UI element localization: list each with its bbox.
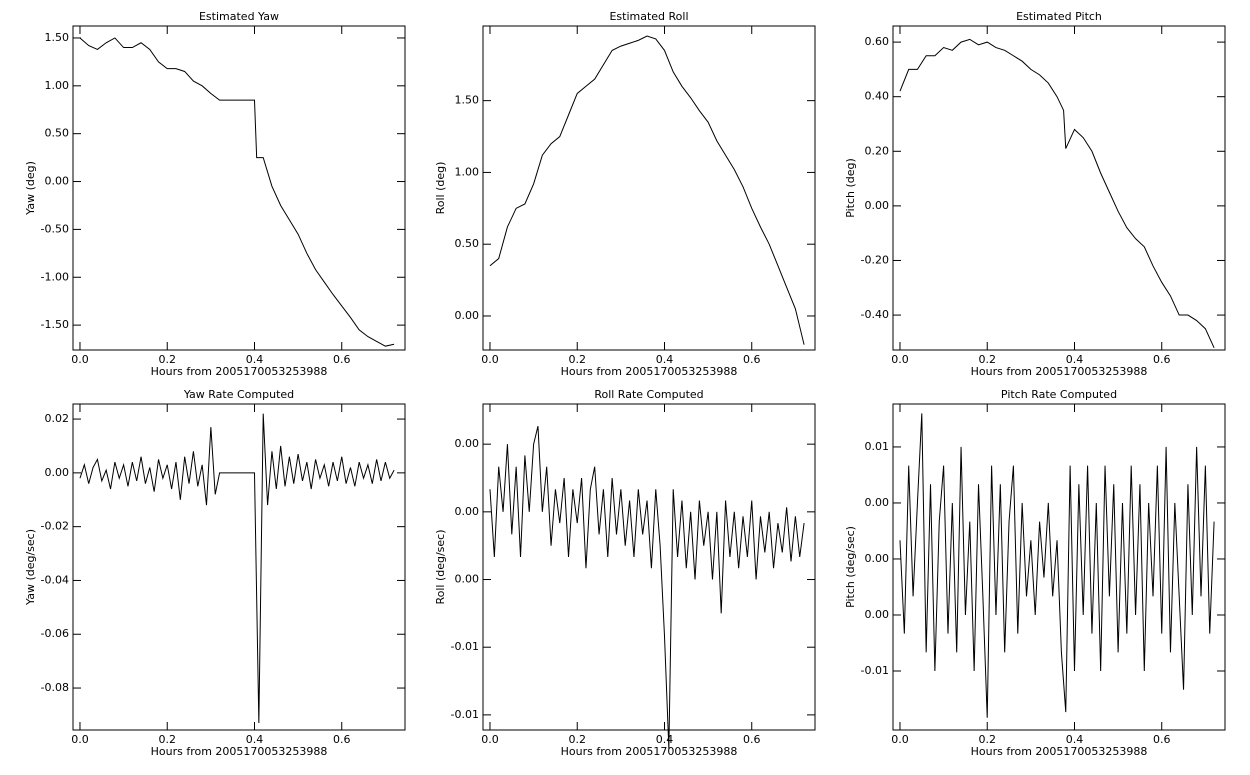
y-tick-label: 0.00 xyxy=(455,437,480,450)
y-tick-label: 0.40 xyxy=(865,90,890,103)
x-axis-label: Hours from 2005170053253988 xyxy=(151,365,328,378)
y-axis-label: Roll (deg) xyxy=(434,162,447,215)
y-tick-label: 0.00 xyxy=(455,573,480,586)
data-line xyxy=(489,35,805,345)
plot-frame xyxy=(892,25,1226,351)
y-tick-label: -1.50 xyxy=(41,318,69,331)
plot-frame xyxy=(482,403,816,731)
x-tick-label: 0.4 xyxy=(1066,353,1084,366)
x-tick-label: 0.6 xyxy=(333,353,351,366)
y-axis-label: Pitch (deg) xyxy=(844,158,857,218)
data-line xyxy=(489,425,805,749)
y-tick-label: 1.50 xyxy=(45,31,70,44)
y-tick-label: -0.01 xyxy=(861,664,889,677)
chart-title: Roll Rate Computed xyxy=(594,388,703,401)
data-line xyxy=(899,38,1215,349)
chart-title: Estimated Roll xyxy=(609,10,688,23)
y-tick-label: 0.00 xyxy=(455,309,480,322)
x-tick-label: 0.6 xyxy=(743,733,761,746)
plot-frame xyxy=(892,403,1226,731)
x-tick-label: 0.6 xyxy=(743,353,761,366)
y-axis-label: Pitch (deg/sec) xyxy=(844,526,857,608)
y-tick-label: -0.50 xyxy=(41,222,69,235)
x-axis-label: Hours from 2005170053253988 xyxy=(971,365,1148,378)
x-tick-label: 0.4 xyxy=(656,353,674,366)
x-axis-label: Hours from 2005170053253988 xyxy=(971,745,1148,758)
x-tick-label: 0.0 xyxy=(481,733,499,746)
y-tick-label: 0.00 xyxy=(45,466,70,479)
y-tick-label: 0.50 xyxy=(45,127,70,140)
x-tick-label: 0.2 xyxy=(978,353,996,366)
y-tick-label: 0.20 xyxy=(865,144,890,157)
x-tick-label: 0.6 xyxy=(333,733,351,746)
x-tick-label: 0.0 xyxy=(71,733,89,746)
chart-title: Estimated Pitch xyxy=(1016,10,1102,23)
data-line xyxy=(899,413,1215,718)
y-axis-label: Yaw (deg/sec) xyxy=(24,529,37,606)
y-axis-label: Roll (deg/sec) xyxy=(434,529,447,604)
y-tick-label: 0.00 xyxy=(865,608,890,621)
y-tick-label: 0.00 xyxy=(45,175,70,188)
plot-frame xyxy=(482,25,816,351)
x-tick-label: 0.6 xyxy=(1153,733,1171,746)
y-tick-label: 1.00 xyxy=(455,165,480,178)
x-tick-label: 0.2 xyxy=(158,353,176,366)
y-tick-label: 0.01 xyxy=(865,440,890,453)
x-axis-label: Hours from 2005170053253988 xyxy=(561,365,738,378)
y-tick-label: -1.00 xyxy=(41,270,69,283)
y-tick-label: -0.20 xyxy=(861,253,889,266)
x-axis-label: Hours from 2005170053253988 xyxy=(561,745,738,758)
y-tick-label: -0.04 xyxy=(41,573,69,586)
y-tick-label: 0.00 xyxy=(865,199,890,212)
y-tick-label: 0.02 xyxy=(45,412,70,425)
x-tick-label: 0.2 xyxy=(568,733,586,746)
chart-title: Pitch Rate Computed xyxy=(1001,388,1117,401)
y-tick-label: 0.00 xyxy=(865,496,890,509)
y-tick-label: -0.01 xyxy=(451,640,479,653)
y-tick-label: -0.01 xyxy=(451,708,479,721)
y-tick-label: 0.00 xyxy=(865,552,890,565)
chart-title: Estimated Yaw xyxy=(199,10,279,23)
x-tick-label: 0.0 xyxy=(481,353,499,366)
x-axis-label: Hours from 2005170053253988 xyxy=(151,745,328,758)
data-line xyxy=(79,413,395,724)
x-tick-label: 0.4 xyxy=(246,353,264,366)
y-tick-label: -0.40 xyxy=(861,308,889,321)
plot-frame xyxy=(72,403,406,731)
x-tick-label: 0.4 xyxy=(656,733,674,746)
y-tick-label: 0.00 xyxy=(455,505,480,518)
y-tick-label: 0.60 xyxy=(865,35,890,48)
y-tick-label: 0.50 xyxy=(455,237,480,250)
x-tick-label: 0.2 xyxy=(978,733,996,746)
data-line xyxy=(79,37,395,347)
chart-title: Yaw Rate Computed xyxy=(183,388,294,401)
x-tick-label: 0.0 xyxy=(891,353,909,366)
x-tick-label: 0.4 xyxy=(1066,733,1084,746)
x-tick-label: 0.0 xyxy=(71,353,89,366)
x-tick-label: 0.2 xyxy=(158,733,176,746)
y-tick-label: -0.02 xyxy=(41,520,69,533)
y-tick-label: -0.08 xyxy=(41,681,69,694)
x-tick-label: 0.0 xyxy=(891,733,909,746)
x-tick-label: 0.2 xyxy=(568,353,586,366)
y-tick-label: -0.06 xyxy=(41,627,69,640)
y-axis-label: Yaw (deg) xyxy=(24,161,37,216)
x-tick-label: 0.6 xyxy=(1153,353,1171,366)
x-tick-label: 0.4 xyxy=(246,733,264,746)
y-tick-label: 1.50 xyxy=(455,94,480,107)
y-tick-label: 1.00 xyxy=(45,79,70,92)
plot-frame xyxy=(72,25,406,351)
